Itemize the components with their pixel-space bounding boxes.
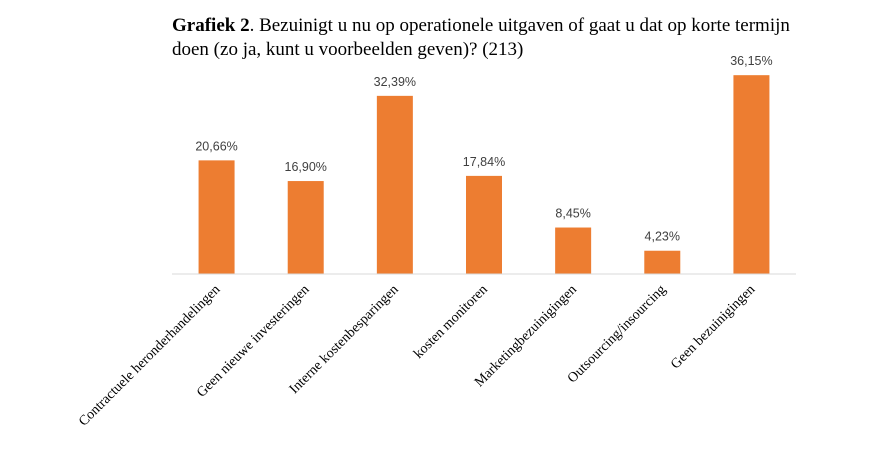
bars-group [198,75,770,274]
category-label-4: kosten monitoren [411,282,491,362]
category-label-6: Outsourcing/insourcing [565,282,669,386]
chart-title-text: . Bezuinigt u nu op operationele uitgave… [172,15,790,60]
value-label-1: 20,66% [195,139,237,153]
value-label-7: 36,15% [730,54,772,68]
bar-4 [466,175,502,274]
category-label-5: Marketingbezuinigingen [472,282,580,390]
bar-6 [644,250,681,274]
bar-3 [376,95,413,274]
value-label-6: 4,23% [645,230,680,244]
bar-5 [555,227,592,274]
bar-1 [198,160,235,274]
chart-title: Grafiek 2. Bezuinigt u nu op operationel… [172,14,812,62]
chart-title-bold: Grafiek 2 [172,15,250,36]
category-label-7: Geen bezuinigingen [668,282,758,372]
value-label-4: 17,84% [463,155,505,169]
value-labels-group: 20,66% 16,90% 32,39% 17,84% 8,45% 4,23% 36,15% [195,54,772,244]
bar-2 [287,181,324,274]
category-label-1: Contractuele heronderhandelingen [76,282,223,429]
bar-7 [733,75,770,274]
value-label-2: 16,90% [285,160,327,174]
value-label-5: 8,45% [555,207,590,221]
value-label-3: 32,39% [374,75,416,89]
